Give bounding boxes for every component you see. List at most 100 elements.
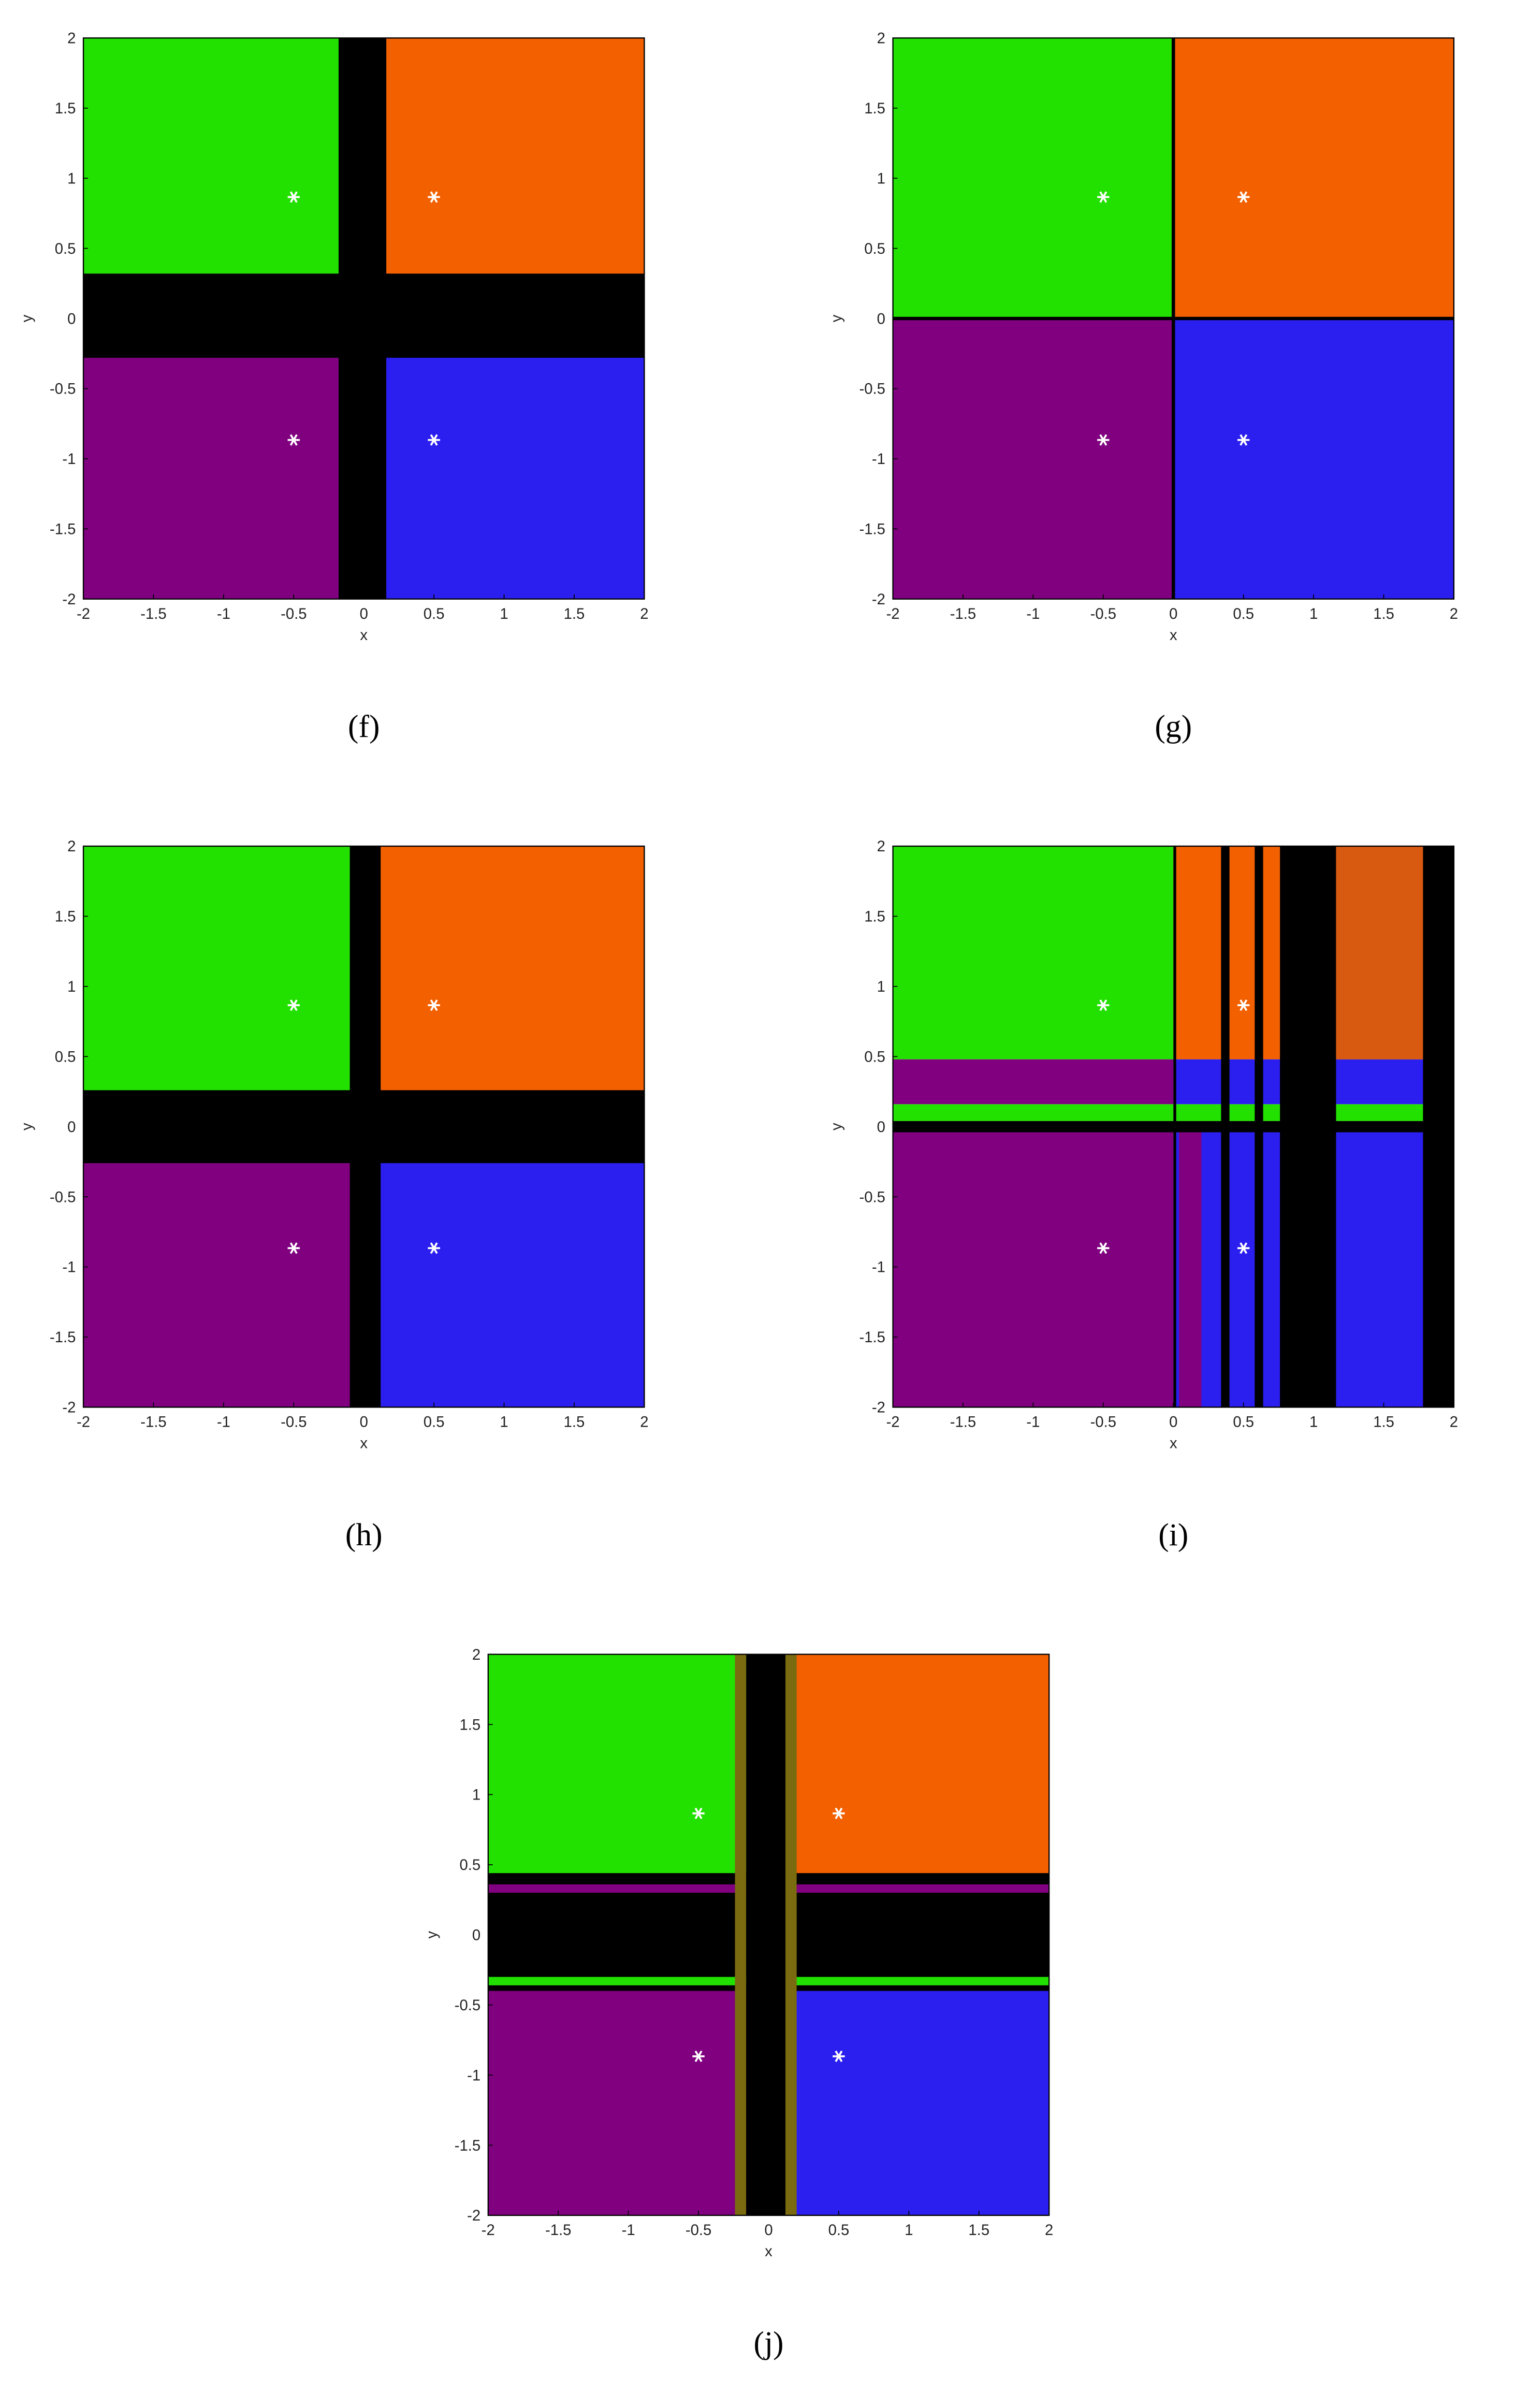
root-marker (428, 1242, 440, 1254)
basin-region (83, 1126, 364, 1408)
y-tick-label: -1 (872, 1259, 885, 1276)
y-tick-label: -0.5 (50, 1188, 76, 1206)
basin-region (1221, 846, 1230, 1408)
x-tick-label: 1.5 (564, 1413, 585, 1430)
basin-region (893, 1132, 1174, 1408)
root-marker (287, 191, 300, 203)
y-tick-label: -1.5 (50, 521, 76, 538)
y-tick-label: 0.5 (459, 1856, 480, 1874)
basin-region (893, 318, 1174, 599)
panel: -2 -1.5 -1 -0.5 0 0.5 1 1.5 2 -2 -1.5 -1 -0.5 0 0.5 1 1.… (423, 1646, 1053, 2361)
x-tick-label: 1.5 (1373, 1413, 1394, 1430)
x-tick-label: 1 (905, 2222, 913, 2239)
x-axis-label: x (360, 627, 368, 644)
y-tick-label: 0 (67, 1119, 76, 1136)
x-tick-label: -1 (217, 1413, 230, 1430)
y-axis-label: y (828, 1123, 845, 1130)
x-tick-label: -0.5 (686, 2222, 711, 2239)
panel: -2 -1.5 -1 -0.5 0 0.5 1 1.5 2 -2 -1.5 -1 -0.5 0 0.5 1 1.… (828, 30, 1458, 745)
basin-region (363, 1126, 645, 1408)
panel: -2 -1.5 -1 -0.5 0 0.5 1 1.5 2 -2 -1.5 -1 -0.5 0 0.5 1 1.… (18, 30, 648, 745)
x-tick-label: 0 (764, 2222, 772, 2239)
y-tick-label: 1 (67, 170, 76, 187)
x-tick-label: 0 (1169, 1413, 1177, 1430)
root-marker (428, 999, 440, 1011)
panel-caption: (f) (348, 709, 380, 744)
marker-stroke (1099, 999, 1107, 1011)
x-tick-label: -2 (886, 1413, 900, 1430)
x-tick-label: 0 (360, 1413, 368, 1430)
x-tick-label: 1 (500, 605, 508, 622)
x-tick-label: 2 (640, 1413, 648, 1430)
x-tick-label: -1 (622, 2222, 635, 2239)
panel-caption: (i) (1158, 1517, 1188, 1553)
root-marker (833, 1807, 845, 1819)
marker-stroke (1099, 1242, 1107, 1254)
y-tick-label: 2 (877, 30, 885, 47)
marker-stroke (1240, 1242, 1248, 1254)
basin-region (785, 1654, 797, 2215)
root-marker (1097, 1242, 1110, 1254)
y-tick-label: 0 (67, 310, 76, 327)
basin-region (363, 38, 645, 319)
y-tick-label: -2 (62, 1399, 76, 1416)
y-tick-label: -0.5 (455, 1997, 480, 2014)
panel-caption: (j) (753, 2325, 783, 2360)
y-tick-label: 1 (877, 170, 885, 187)
x-tick-label: 0 (1169, 605, 1177, 622)
y-tick-label: -1.5 (455, 2137, 480, 2154)
marker-stroke (1240, 434, 1248, 446)
x-tick-label: 2 (1450, 605, 1458, 622)
x-tick-label: -2 (886, 605, 900, 622)
root-marker (428, 191, 440, 203)
x-tick-label: 0.5 (424, 605, 445, 622)
basin-region (363, 846, 645, 1127)
x-tick-label: -1 (1026, 1413, 1040, 1430)
y-tick-label: 0 (877, 1119, 885, 1136)
marker-stroke (289, 1242, 298, 1254)
basin-region (1173, 846, 1176, 1408)
basin-region (893, 38, 1174, 319)
root-marker (1097, 999, 1110, 1011)
root-marker (1237, 1242, 1250, 1254)
basin-region (83, 38, 364, 319)
basin-region (83, 273, 645, 358)
y-axis-label: y (423, 1931, 440, 1939)
x-tick-label: -1.5 (140, 1413, 166, 1430)
panel-caption: (h) (345, 1517, 383, 1553)
y-tick-label: -1.5 (859, 521, 885, 538)
root-marker (428, 434, 440, 446)
x-tick-label: -0.5 (281, 605, 307, 622)
x-tick-label: -2 (77, 1413, 90, 1430)
root-marker (287, 999, 300, 1011)
marker-stroke (835, 1807, 843, 1819)
y-tick-label: 1 (67, 978, 76, 995)
root-marker (692, 1807, 705, 1819)
root-marker (1237, 434, 1250, 446)
y-tick-label: -2 (467, 2207, 480, 2224)
y-tick-label: -1.5 (859, 1329, 885, 1346)
x-tick-label: -2 (77, 605, 90, 622)
basin-region (1173, 318, 1454, 599)
x-tick-label: 0.5 (1233, 1413, 1254, 1430)
y-tick-label: -1 (467, 2067, 480, 2084)
x-tick-label: 2 (1045, 2222, 1053, 2239)
y-tick-label: 2 (472, 1646, 480, 1663)
y-tick-label: -1 (872, 451, 885, 468)
y-tick-label: 1 (877, 978, 885, 995)
y-axis-label: y (18, 1123, 35, 1130)
x-tick-label: -1.5 (950, 1413, 976, 1430)
x-tick-label: -1.5 (545, 2222, 571, 2239)
basin-region (83, 1090, 645, 1164)
x-axis-label: x (765, 2243, 772, 2260)
y-tick-label: 0.5 (55, 240, 76, 257)
marker-stroke (430, 191, 438, 203)
y-tick-label: 1 (472, 1787, 480, 1804)
x-axis-label: x (360, 1434, 368, 1452)
x-tick-label: 1 (500, 1413, 508, 1430)
basin-region (363, 318, 645, 599)
x-tick-label: -0.5 (1090, 1413, 1116, 1430)
y-tick-label: 2 (67, 30, 76, 47)
y-tick-label: -1 (62, 1259, 76, 1276)
